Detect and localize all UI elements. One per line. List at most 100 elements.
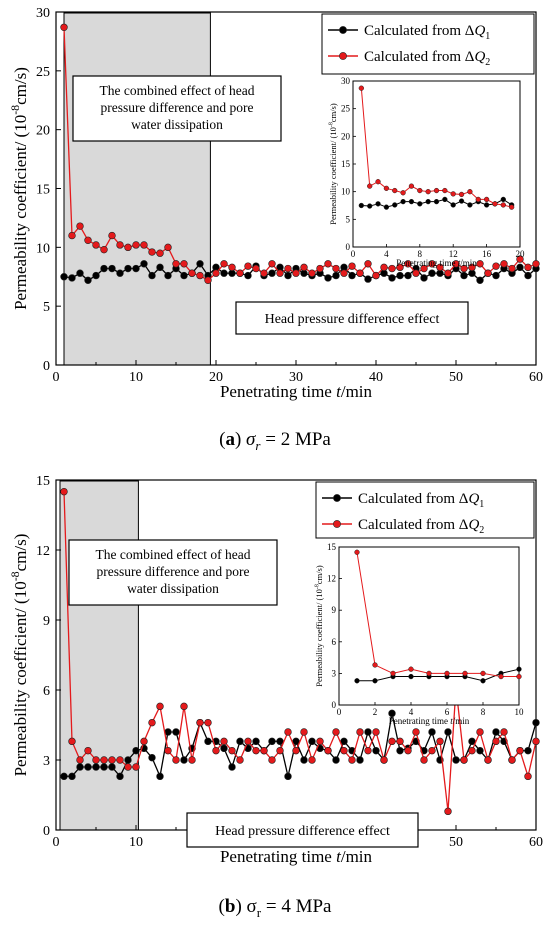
- caption-subscript: r: [257, 905, 262, 920]
- data-point-q2: [396, 263, 404, 272]
- data-point-q1: [132, 264, 140, 273]
- x-tick-label: 10: [129, 835, 143, 850]
- data-point-q2: [492, 262, 500, 270]
- inset-x-tick-label: 8: [418, 249, 423, 259]
- inset-y-tick-label: 15: [341, 159, 351, 169]
- label-exponent: -8: [315, 584, 321, 589]
- data-point-q2: [236, 269, 244, 277]
- data-point-q2: [268, 260, 276, 268]
- inset-data-point-q2: [354, 549, 360, 555]
- label-part: /min: [341, 847, 373, 866]
- y-tick-label: 15: [36, 474, 50, 489]
- data-point-q2: [364, 260, 372, 268]
- data-point-q2: [388, 264, 396, 273]
- data-point-q2: [348, 262, 356, 270]
- label-part: Penetrating time: [396, 258, 457, 268]
- data-point-q2: [316, 737, 324, 746]
- inset-data-point-q1: [392, 202, 398, 208]
- data-point-q1: [164, 271, 172, 280]
- label-exponent: -8: [8, 105, 22, 115]
- data-point-q1: [396, 271, 404, 280]
- inset-y-tick-label: 30: [341, 76, 351, 86]
- data-point-q2: [260, 746, 268, 755]
- x-tick-label: 50: [449, 370, 463, 385]
- annotation-combined-text: The combined effect of head: [96, 547, 251, 562]
- caption-paren: ): [235, 896, 246, 917]
- inset-data-point-q2: [450, 191, 456, 197]
- data-point-q1: [492, 728, 500, 736]
- inset-data-point-q2: [417, 187, 423, 194]
- label-var: t: [336, 382, 342, 401]
- data-point-q1: [356, 756, 364, 764]
- legend-marker-q1: [333, 494, 341, 502]
- label-var: t: [458, 258, 461, 268]
- data-point-q1: [324, 274, 332, 282]
- data-point-q2: [436, 263, 444, 272]
- data-point-q1: [116, 269, 124, 277]
- data-point-q1: [180, 271, 188, 280]
- data-point-q2: [508, 756, 516, 764]
- label-part: /min: [341, 382, 373, 401]
- inset-data-point-q1: [442, 196, 448, 203]
- data-point-q1: [348, 271, 356, 280]
- data-point-q1: [100, 264, 108, 273]
- data-point-q1: [220, 269, 228, 277]
- inset-data-point-q2: [367, 183, 373, 189]
- data-point-q2: [220, 260, 228, 268]
- legend-label-sub: 2: [485, 57, 490, 68]
- data-point-q2: [428, 746, 436, 755]
- inset-x-tick-label: 16: [482, 249, 492, 259]
- data-point-q1: [84, 276, 92, 284]
- data-point-q2: [180, 702, 188, 711]
- shaded-region: [63, 12, 211, 366]
- data-point-q2: [180, 260, 188, 268]
- label-exponent: -8: [8, 571, 22, 581]
- label-part: /min: [460, 258, 477, 268]
- inset-data-point-q1: [450, 202, 456, 208]
- inset-data-point-q2: [433, 187, 440, 194]
- label-part: cm/s): [11, 534, 30, 572]
- inset-x-tick-label: 4: [409, 707, 414, 717]
- y-tick-label: 10: [36, 241, 50, 256]
- y-tick-label: 3: [43, 754, 50, 769]
- data-point-q1: [156, 772, 164, 781]
- data-point-q2: [204, 276, 212, 284]
- inset-data-point-q2: [383, 185, 390, 191]
- inset-y-tick-label: 5: [346, 214, 351, 224]
- data-point-q1: [132, 746, 140, 755]
- inset-data-point-q2: [498, 673, 504, 680]
- data-point-q2: [476, 260, 484, 268]
- data-point-q2: [412, 728, 420, 736]
- data-point-q1: [140, 260, 148, 268]
- data-point-q2: [308, 269, 316, 277]
- data-point-q2: [340, 269, 348, 277]
- y-tick-label: 0: [43, 824, 50, 839]
- data-point-q2: [348, 756, 356, 764]
- legend-marker-q1: [339, 26, 347, 34]
- data-point-q1: [532, 718, 540, 727]
- inset-data-point-q1: [425, 198, 431, 205]
- inset-data-point-q2: [408, 666, 414, 672]
- data-point-q2: [508, 264, 516, 273]
- annotation-combined-text: pressure difference and pore: [100, 100, 253, 115]
- inset-x-tick-label: 10: [515, 707, 525, 717]
- y-tick-label: 9: [43, 614, 50, 629]
- annotation-combined-box: [72, 75, 282, 142]
- caption-paren: ): [235, 429, 246, 450]
- data-point-q1: [180, 756, 188, 764]
- legend-label-var: Q: [468, 517, 479, 533]
- legend-label-q1: Calculated from ΔQ1: [358, 491, 484, 510]
- data-point-q2: [340, 746, 348, 755]
- y-tick-label: 15: [36, 183, 50, 198]
- inset-data-point-q2: [500, 202, 506, 208]
- data-point-q1: [100, 763, 108, 771]
- data-point-q2: [212, 269, 220, 277]
- legend-label-prefix: Calculated from Δ: [364, 49, 475, 65]
- data-point-q1: [388, 274, 396, 282]
- data-point-q1: [460, 271, 468, 280]
- data-point-q1: [228, 763, 236, 771]
- data-point-q1: [196, 260, 204, 268]
- data-point-q1: [284, 772, 292, 781]
- data-point-q1: [372, 746, 380, 755]
